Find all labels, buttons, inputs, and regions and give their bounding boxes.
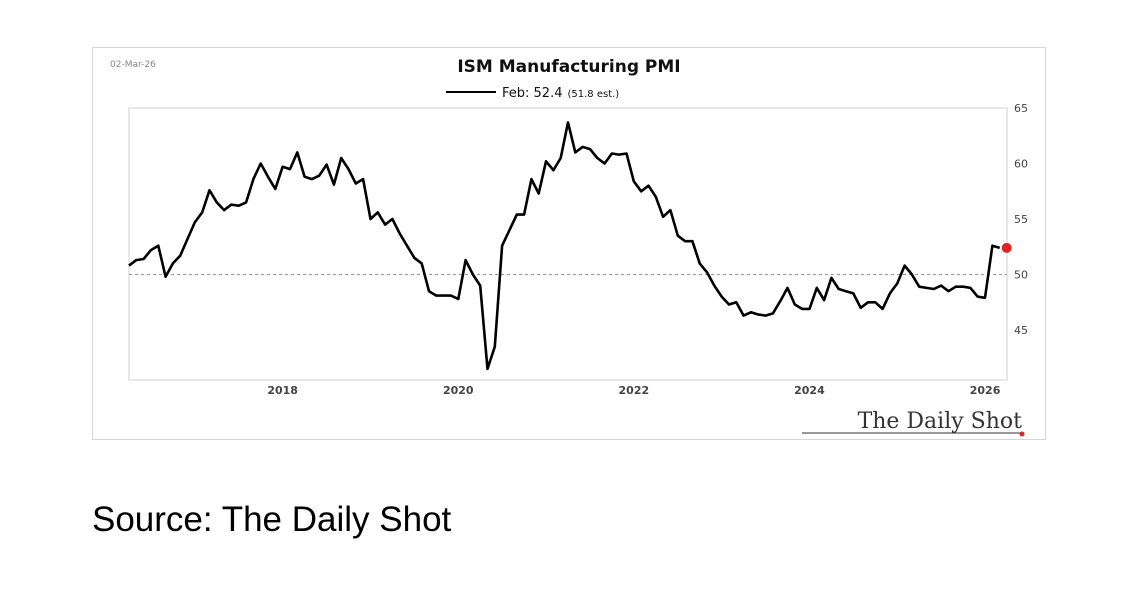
x-tick-label: 2020 <box>443 384 474 397</box>
legend-label: Feb: 52.4 (51.8 est.) <box>502 86 619 101</box>
x-tick-label: 2026 <box>970 384 1001 397</box>
svg-text:The Daily Shot: The Daily Shot <box>858 409 1023 434</box>
legend-note: (51.8 est.) <box>567 89 619 100</box>
y-tick-label: 50 <box>1014 269 1028 282</box>
plot-area <box>128 107 1008 381</box>
y-tick-label: 45 <box>1014 324 1028 337</box>
y-tick-label: 55 <box>1014 213 1028 226</box>
y-tick-label: 65 <box>1014 102 1028 115</box>
x-tick-label: 2018 <box>267 384 298 397</box>
chart-frame <box>92 47 1046 440</box>
source-caption: Source: The Daily Shot <box>92 500 452 539</box>
y-tick-label: 60 <box>1014 158 1028 171</box>
latest-point <box>1001 242 1012 253</box>
watermark-logo: The Daily Shot <box>802 409 1025 437</box>
date-stamp: 02-Mar-26 <box>110 60 156 70</box>
series-line <box>128 121 1001 371</box>
x-tick-label: 2024 <box>794 384 825 397</box>
chart-title: ISM Manufacturing PMI <box>457 57 680 77</box>
legend-value: Feb: 52.4 <box>502 86 562 101</box>
x-tick-label: 2022 <box>619 384 650 397</box>
